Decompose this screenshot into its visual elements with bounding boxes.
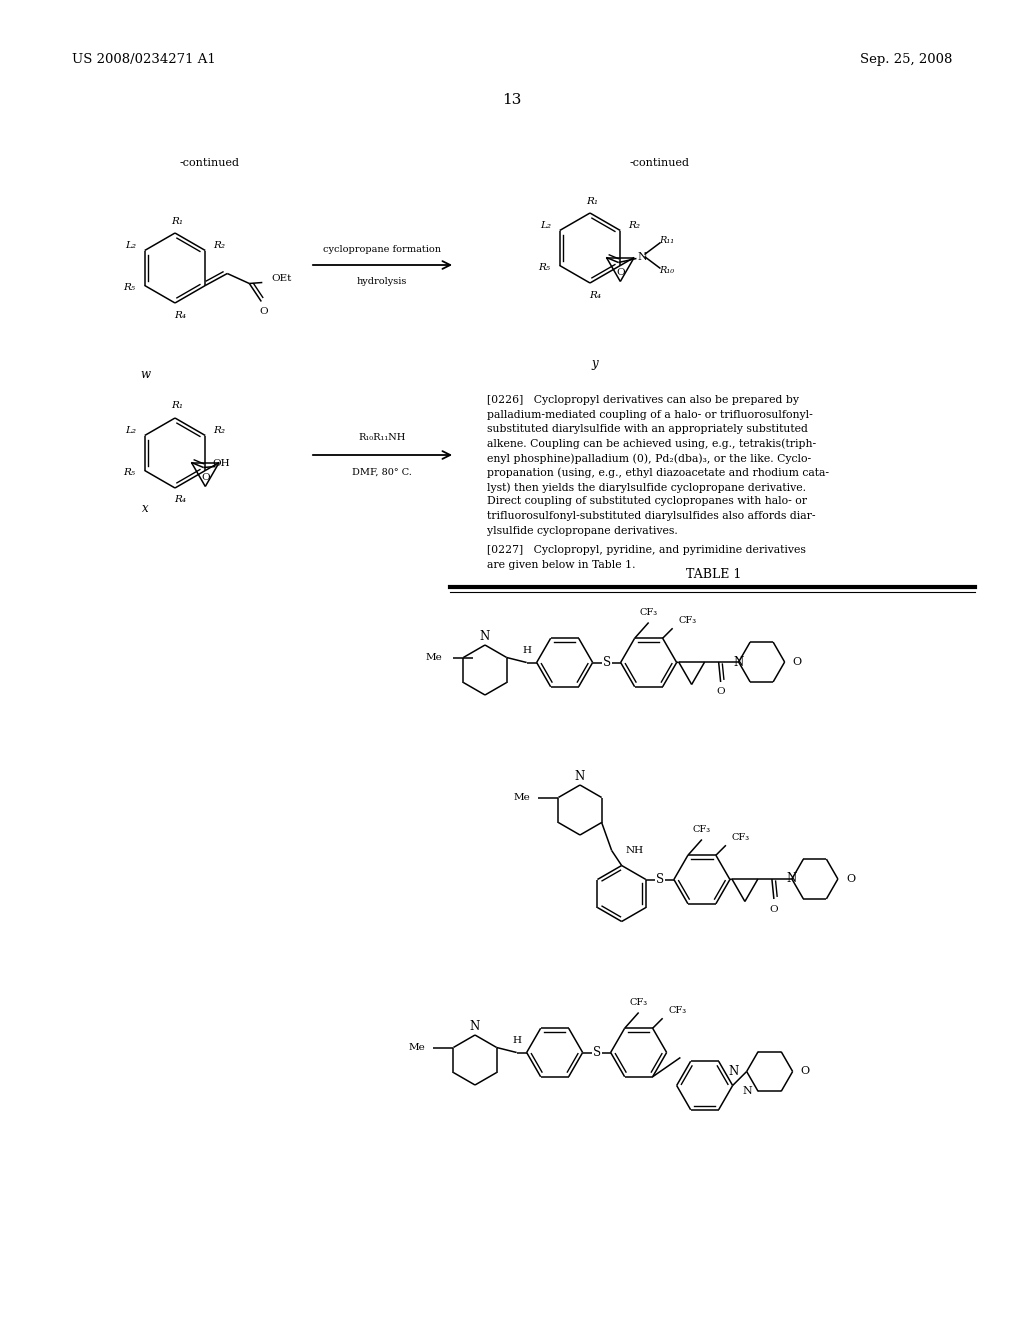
Text: R₁: R₁: [171, 401, 183, 411]
Text: R₂: R₂: [213, 242, 225, 249]
Text: R₄: R₄: [174, 310, 186, 319]
Text: L₂: L₂: [541, 220, 551, 230]
Text: alkene. Coupling can be achieved using, e.g., tetrakis(triph-: alkene. Coupling can be achieved using, …: [487, 438, 816, 449]
Text: O: O: [793, 657, 802, 667]
Text: O: O: [846, 874, 855, 884]
Text: O: O: [259, 308, 267, 315]
Text: N: N: [638, 252, 647, 261]
Text: ylsulfide cyclopropane derivatives.: ylsulfide cyclopropane derivatives.: [487, 525, 678, 536]
Text: are given below in Table 1.: are given below in Table 1.: [487, 560, 636, 569]
Text: y: y: [592, 356, 598, 370]
Text: x: x: [141, 502, 148, 515]
Text: N: N: [733, 656, 743, 668]
Text: OEt: OEt: [271, 275, 292, 282]
Text: R₂: R₂: [213, 426, 225, 436]
Text: R₅: R₅: [123, 282, 135, 292]
Text: R₄: R₄: [174, 495, 186, 504]
Text: R₁₀R₁₁NH: R₁₀R₁₁NH: [358, 433, 406, 442]
Text: N: N: [742, 1086, 753, 1097]
Text: N: N: [728, 1065, 738, 1078]
Text: DMF, 80° C.: DMF, 80° C.: [352, 467, 412, 477]
Text: R₁₀: R₁₀: [658, 267, 674, 275]
Text: Sep. 25, 2008: Sep. 25, 2008: [859, 54, 952, 66]
Text: N: N: [480, 631, 490, 644]
Text: R₅: R₅: [538, 263, 550, 272]
Text: propanation (using, e.g., ethyl diazoacetate and rhodium cata-: propanation (using, e.g., ethyl diazoace…: [487, 467, 829, 478]
Text: -continued: -continued: [630, 158, 690, 168]
Text: palladium-mediated coupling of a halo- or trifluorosulfonyl-: palladium-mediated coupling of a halo- o…: [487, 409, 813, 420]
Text: H: H: [512, 1036, 521, 1045]
Text: Me: Me: [409, 1043, 425, 1052]
Text: OH: OH: [213, 459, 230, 469]
Text: O: O: [201, 473, 210, 482]
Text: CF₃: CF₃: [679, 615, 696, 624]
Text: O: O: [770, 904, 778, 913]
Text: Me: Me: [426, 653, 442, 663]
Text: N: N: [574, 771, 585, 784]
Text: trifluorosulfonyl-substituted diarylsulfides also affords diar-: trifluorosulfonyl-substituted diarylsulf…: [487, 511, 815, 521]
Text: N: N: [786, 873, 797, 886]
Text: R₁: R₁: [586, 197, 598, 206]
Text: CF₃: CF₃: [669, 1006, 687, 1015]
Text: O: O: [801, 1067, 810, 1077]
Text: R₁: R₁: [171, 216, 183, 226]
Text: -continued: -continued: [180, 158, 240, 168]
Text: O: O: [616, 268, 625, 277]
Text: Me: Me: [514, 793, 530, 803]
Text: S: S: [602, 656, 610, 669]
Text: S: S: [655, 873, 664, 886]
Text: O: O: [717, 688, 725, 697]
Text: H: H: [522, 645, 531, 655]
Text: [0227]   Cyclopropyl, pyridine, and pyrimidine derivatives: [0227] Cyclopropyl, pyridine, and pyrimi…: [487, 545, 806, 554]
Text: R₂: R₂: [629, 220, 640, 230]
Text: cyclopropane formation: cyclopropane formation: [323, 244, 441, 253]
Text: hydrolysis: hydrolysis: [356, 276, 408, 285]
Text: NH: NH: [626, 846, 644, 855]
Text: 13: 13: [503, 92, 521, 107]
Text: CF₃: CF₃: [630, 998, 648, 1007]
Text: lyst) then yields the diarylsulfide cyclopropane derivative.: lyst) then yields the diarylsulfide cycl…: [487, 482, 806, 492]
Text: N: N: [470, 1020, 480, 1034]
Text: CF₃: CF₃: [693, 825, 711, 834]
Text: L₂: L₂: [125, 426, 136, 436]
Text: [0226]   Cyclopropyl derivatives can also be prepared by: [0226] Cyclopropyl derivatives can also …: [487, 395, 799, 405]
Text: TABLE 1: TABLE 1: [686, 569, 741, 582]
Text: R₅: R₅: [123, 469, 135, 477]
Text: Direct coupling of substituted cyclopropanes with halo- or: Direct coupling of substituted cycloprop…: [487, 496, 807, 507]
Text: enyl phosphine)palladium (0), Pd₂(dba)₃, or the like. Cyclo-: enyl phosphine)palladium (0), Pd₂(dba)₃,…: [487, 453, 811, 463]
Text: R₄: R₄: [589, 290, 601, 300]
Text: L₂: L₂: [125, 242, 136, 249]
Text: CF₃: CF₃: [640, 609, 657, 616]
Text: w: w: [140, 368, 150, 381]
Text: substituted diarylsulfide with an appropriately substituted: substituted diarylsulfide with an approp…: [487, 424, 808, 434]
Text: US 2008/0234271 A1: US 2008/0234271 A1: [72, 54, 216, 66]
Text: S: S: [593, 1045, 601, 1059]
Text: CF₃: CF₃: [732, 833, 750, 842]
Text: R₁₁: R₁₁: [658, 236, 674, 246]
